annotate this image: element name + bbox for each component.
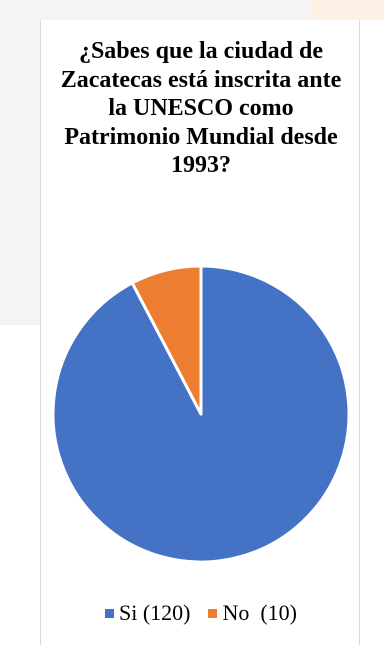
pie-slices <box>51 264 351 564</box>
legend: Si (120) No (10) <box>41 600 361 626</box>
legend-item-si: Si (120) <box>104 600 191 626</box>
legend-swatch-si <box>104 608 114 618</box>
legend-label-no: No (10) <box>222 600 298 625</box>
chart-title: ¿Sabes que la ciudad de Zacatecas está i… <box>60 38 342 178</box>
legend-item-no: No (10) <box>208 600 297 626</box>
background-accent-top <box>310 0 384 20</box>
legend-swatch-no <box>208 608 218 618</box>
pie-chart <box>51 264 351 564</box>
background-strip-left <box>0 0 40 325</box>
pie-slice-no <box>130 264 203 416</box>
legend-label-si: Si (120) <box>118 600 191 625</box>
background-strip-top <box>0 0 384 20</box>
chart-card: ¿Sabes que la ciudad de Zacatecas está i… <box>40 20 360 645</box>
